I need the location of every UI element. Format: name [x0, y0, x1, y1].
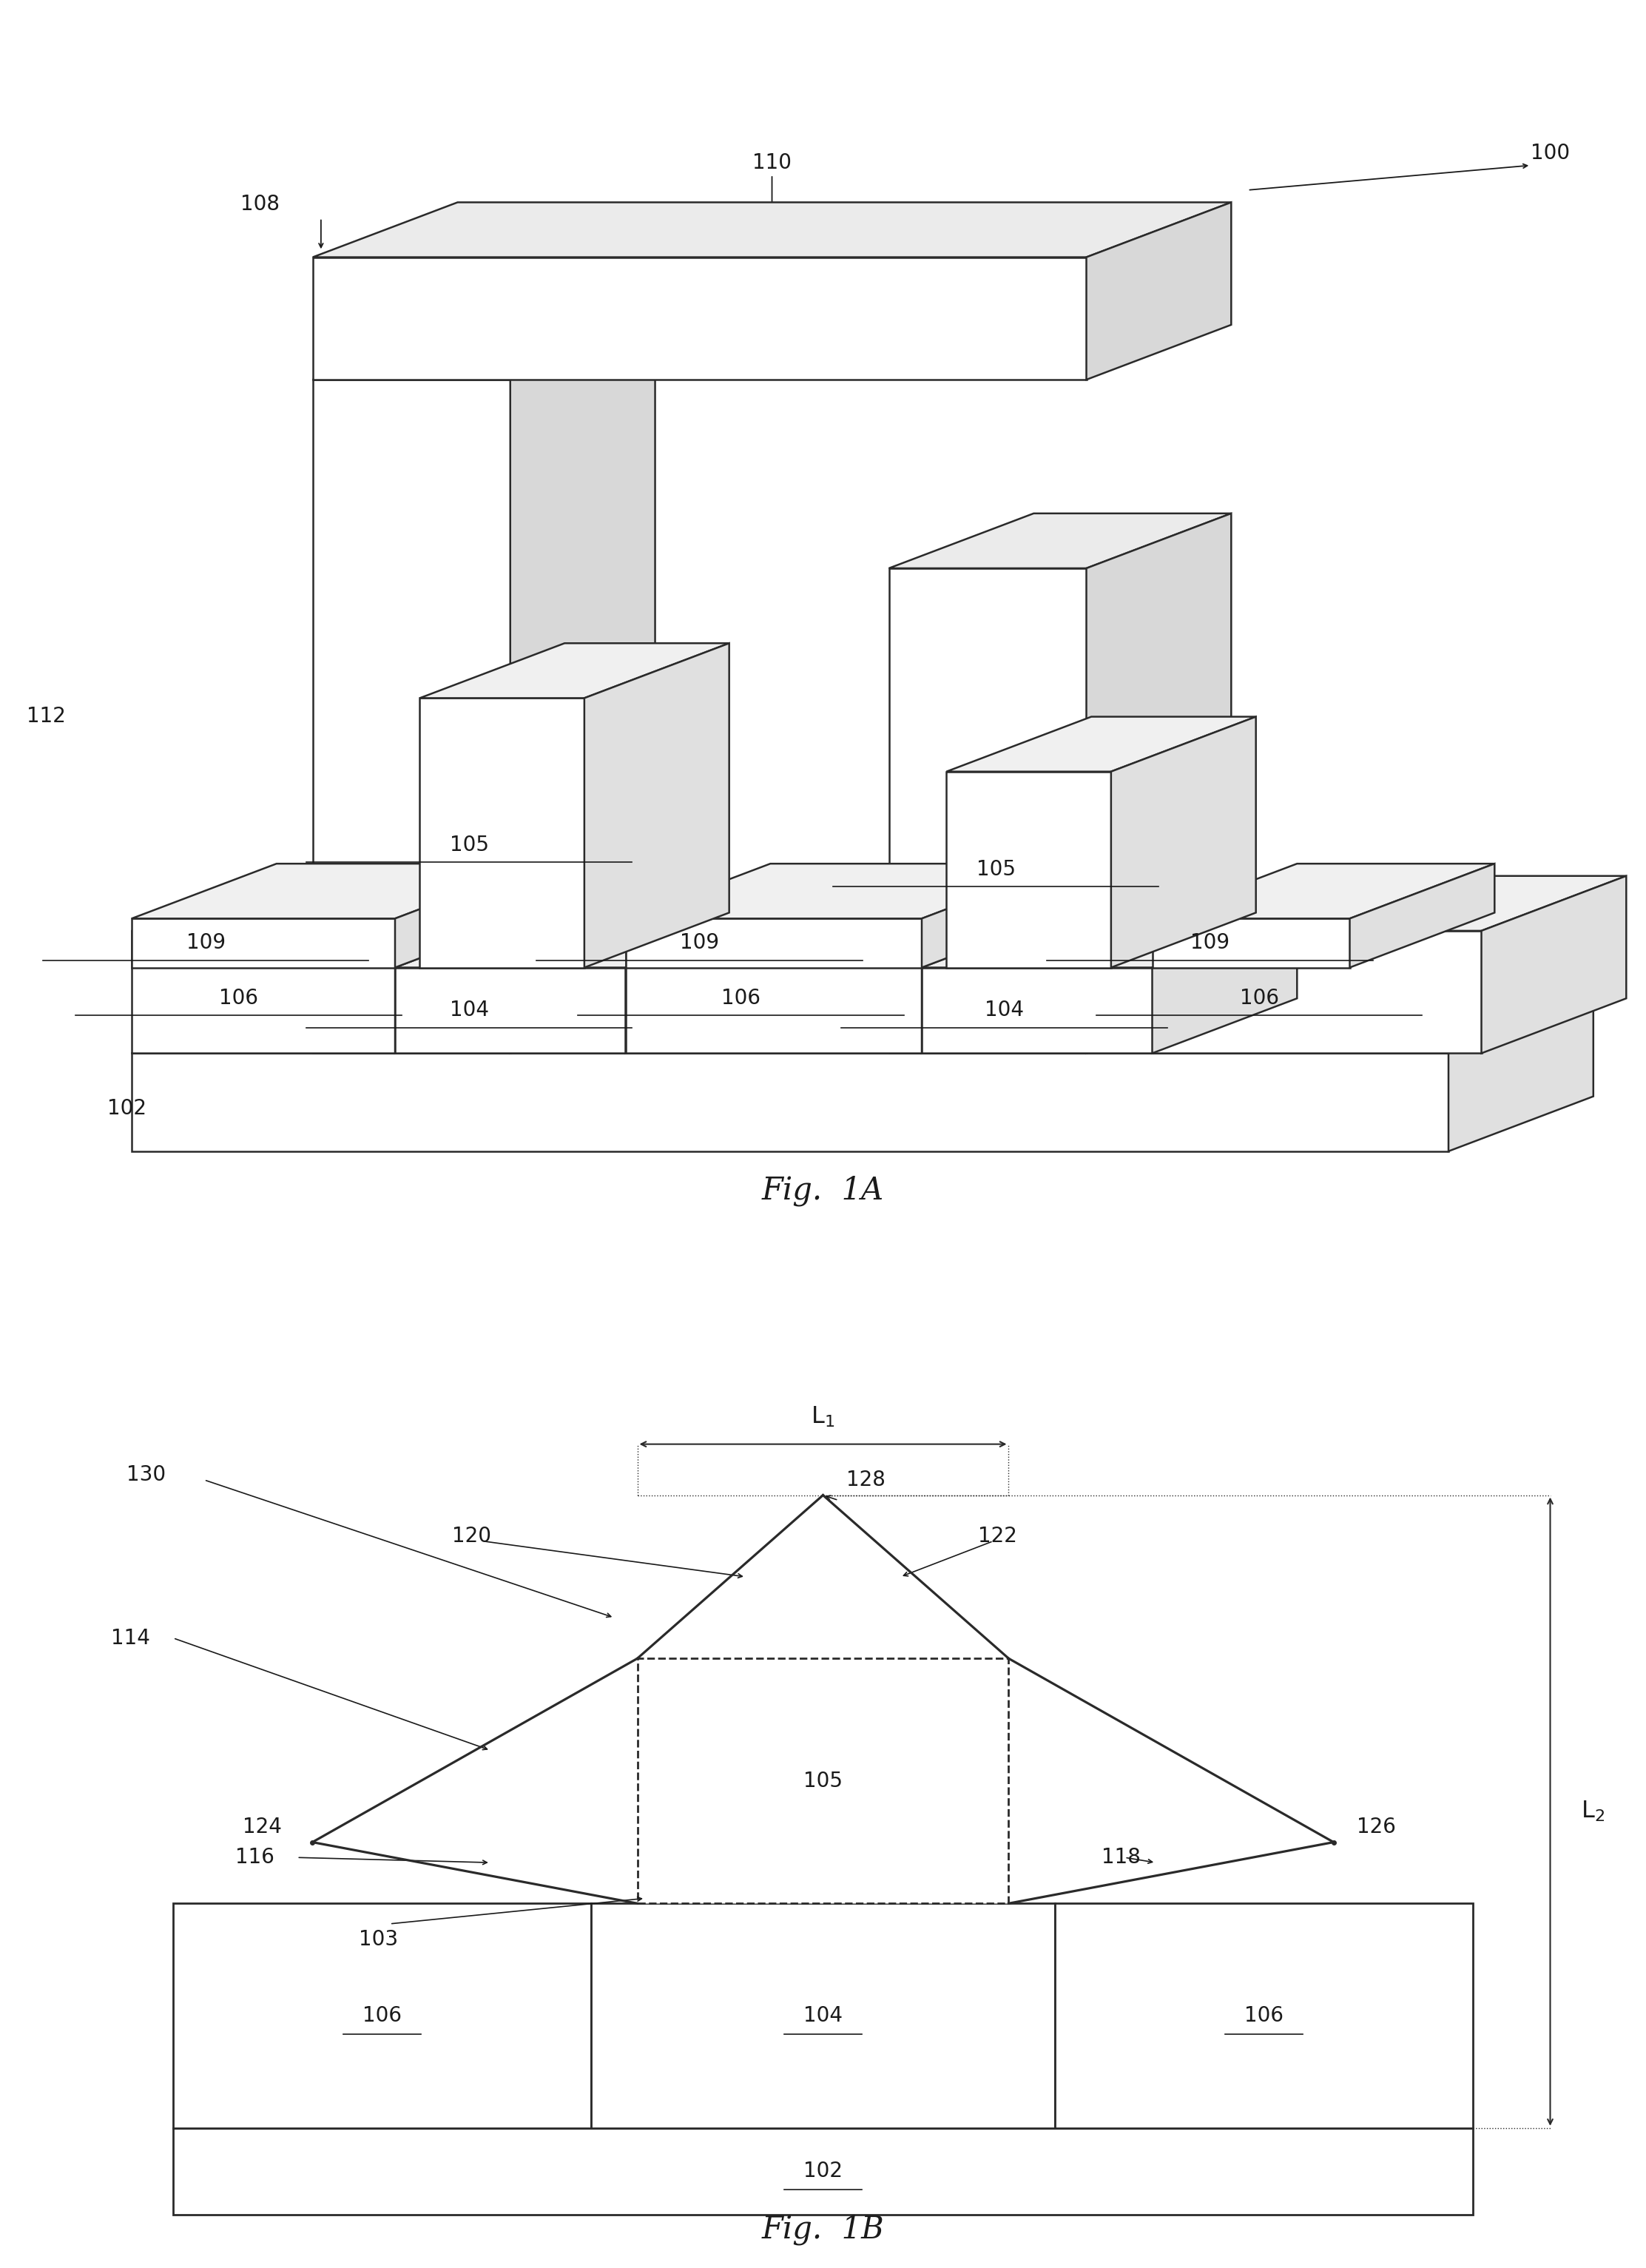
Polygon shape — [420, 699, 584, 968]
Polygon shape — [132, 1052, 1448, 1152]
Polygon shape — [132, 998, 1593, 1052]
Text: 102: 102 — [803, 2161, 843, 2182]
Polygon shape — [637, 1658, 1009, 1903]
Text: 103: 103 — [359, 1928, 398, 1950]
Text: 104: 104 — [803, 2005, 843, 2025]
Polygon shape — [313, 324, 655, 379]
Polygon shape — [922, 875, 1067, 1052]
Polygon shape — [1055, 1903, 1473, 2127]
Polygon shape — [1152, 864, 1495, 919]
Polygon shape — [510, 324, 655, 1052]
Text: 107: 107 — [1177, 889, 1216, 912]
Text: 106: 106 — [362, 2005, 402, 2025]
Polygon shape — [1152, 912, 1297, 1052]
Text: 109: 109 — [1190, 932, 1230, 953]
Text: L$_1$: L$_1$ — [811, 1404, 835, 1429]
Polygon shape — [173, 1903, 591, 2127]
Polygon shape — [173, 2127, 1473, 2214]
Polygon shape — [1086, 202, 1231, 379]
Polygon shape — [1111, 717, 1256, 968]
Polygon shape — [1152, 930, 1481, 1052]
Text: 130: 130 — [127, 1465, 166, 1486]
Polygon shape — [591, 1903, 1055, 2127]
Text: 114: 114 — [112, 1628, 150, 1649]
Polygon shape — [625, 912, 770, 1052]
Text: 105: 105 — [449, 835, 489, 855]
Text: 100: 100 — [1531, 143, 1570, 163]
Polygon shape — [922, 864, 1067, 968]
Text: 106: 106 — [219, 989, 258, 1009]
Text: 105: 105 — [803, 1771, 843, 1792]
Polygon shape — [584, 644, 729, 968]
Text: 106: 106 — [1244, 2005, 1284, 2025]
Polygon shape — [889, 569, 1086, 1052]
Polygon shape — [1350, 864, 1495, 968]
Text: 116: 116 — [235, 1846, 275, 1869]
Polygon shape — [395, 875, 540, 1052]
Polygon shape — [625, 930, 922, 1052]
Polygon shape — [132, 930, 395, 1052]
Polygon shape — [625, 919, 922, 968]
Polygon shape — [946, 771, 1111, 968]
Text: 109: 109 — [680, 932, 719, 953]
Text: 118: 118 — [1101, 1846, 1141, 1869]
Polygon shape — [313, 202, 1231, 256]
Text: 106: 106 — [1239, 989, 1279, 1009]
Text: 104: 104 — [449, 1000, 489, 1021]
Text: 128: 128 — [846, 1470, 886, 1490]
Polygon shape — [1152, 875, 1626, 930]
Polygon shape — [1152, 919, 1350, 968]
Polygon shape — [625, 875, 1067, 930]
Text: 109: 109 — [186, 932, 226, 953]
Text: 106: 106 — [721, 989, 760, 1009]
Text: Fig.  1A: Fig. 1A — [762, 1175, 884, 1207]
Text: 122: 122 — [978, 1526, 1017, 1547]
Polygon shape — [132, 864, 540, 919]
Polygon shape — [420, 644, 729, 699]
Polygon shape — [395, 864, 540, 968]
Text: 124: 124 — [242, 1817, 281, 1837]
Text: 112: 112 — [26, 705, 66, 726]
Text: 107: 107 — [617, 860, 657, 880]
Polygon shape — [1086, 513, 1231, 1052]
Text: 126: 126 — [1356, 1817, 1396, 1837]
Text: 120: 120 — [451, 1526, 491, 1547]
Polygon shape — [922, 968, 1152, 1052]
Polygon shape — [395, 912, 770, 968]
Polygon shape — [313, 256, 1086, 379]
Text: 108: 108 — [240, 193, 280, 213]
Text: 104: 104 — [984, 1000, 1024, 1021]
Polygon shape — [946, 717, 1256, 771]
Polygon shape — [1448, 998, 1593, 1152]
Polygon shape — [889, 513, 1231, 569]
Text: L$_2$: L$_2$ — [1582, 1799, 1605, 1823]
Polygon shape — [1481, 875, 1626, 1052]
Polygon shape — [922, 912, 1297, 968]
Polygon shape — [313, 379, 510, 1052]
Text: Fig.  1B: Fig. 1B — [762, 2214, 884, 2245]
Polygon shape — [132, 919, 395, 968]
Polygon shape — [395, 968, 625, 1052]
Polygon shape — [625, 864, 1067, 919]
Text: 102: 102 — [107, 1098, 146, 1118]
Polygon shape — [132, 875, 540, 930]
Text: 110: 110 — [752, 152, 792, 172]
Text: 105: 105 — [976, 860, 1016, 880]
